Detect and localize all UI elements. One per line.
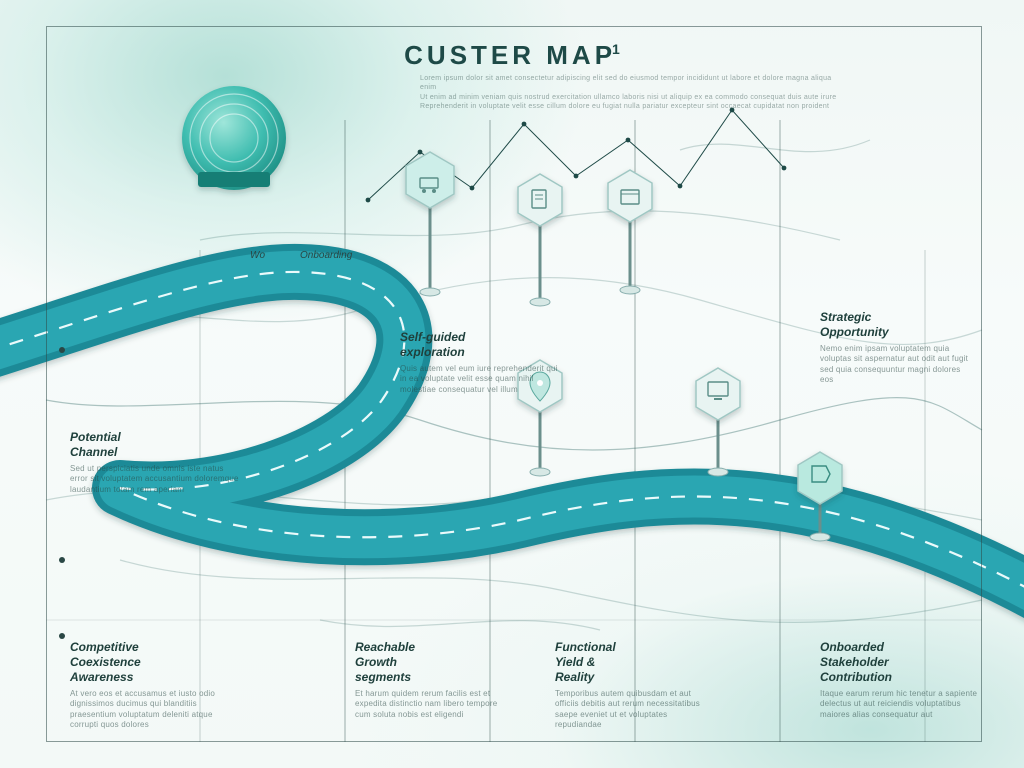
label-onboarding: Onboarding	[300, 250, 352, 261]
block-bottom-4: OnboardedStakeholderContribution Itaque …	[820, 640, 980, 720]
intro-paragraph: Lorem ipsum dolor sit amet consectetur a…	[420, 74, 850, 112]
block-title: ReachableGrowthsegments	[355, 640, 505, 685]
intro-line: Reprehenderit in voluptate velit esse ci…	[420, 102, 850, 111]
intro-line: Lorem ipsum dolor sit amet consectetur a…	[420, 74, 850, 93]
block-body: At vero eos et accusamus et iusto odio d…	[70, 689, 240, 731]
block-body: Sed ut perspiciatis unde omnis iste natu…	[70, 464, 240, 495]
title-superscript: 1	[612, 41, 620, 57]
block-mid-center: Self-guidedexploration Quis autem vel eu…	[400, 330, 560, 395]
block-title: OnboardedStakeholderContribution	[820, 640, 980, 685]
block-left-upper: PotentialChannel Sed ut perspiciatis und…	[70, 430, 240, 495]
block-bottom-2: ReachableGrowthsegments Et harum quidem …	[355, 640, 505, 720]
map-title: CUSTER MAP1	[0, 40, 1024, 71]
intro-line: Ut enim ad minim veniam quis nostrud exe…	[420, 93, 850, 102]
block-title: Self-guidedexploration	[400, 330, 560, 360]
block-body: Et harum quidem rerum facilis est et exp…	[355, 689, 505, 720]
block-body: Quis autem vel eum iure reprehenderit qu…	[400, 364, 560, 395]
block-bottom-1: CompetitiveCoexistenceAwareness At vero …	[70, 640, 240, 731]
journey-map-canvas: CUSTER MAP1 Lorem ipsum dolor sit amet c…	[0, 0, 1024, 768]
block-body: Temporibus autem quibusdam et aut offici…	[555, 689, 705, 731]
block-title: FunctionalYield &Reality	[555, 640, 705, 685]
block-bottom-3: FunctionalYield &Reality Temporibus aute…	[555, 640, 705, 731]
block-title: CompetitiveCoexistenceAwareness	[70, 640, 240, 685]
block-right-upper: StrategicOpportunity Nemo enim ipsam vol…	[820, 310, 975, 386]
block-body: Nemo enim ipsam voluptatem quia voluptas…	[820, 344, 975, 386]
title-text: CUSTER MAP	[404, 40, 616, 70]
block-title: PotentialChannel	[70, 430, 240, 460]
label-wo: Wo	[250, 250, 265, 261]
block-body: Itaque earum rerum hic tenetur a sapient…	[820, 689, 980, 720]
block-title: StrategicOpportunity	[820, 310, 975, 340]
